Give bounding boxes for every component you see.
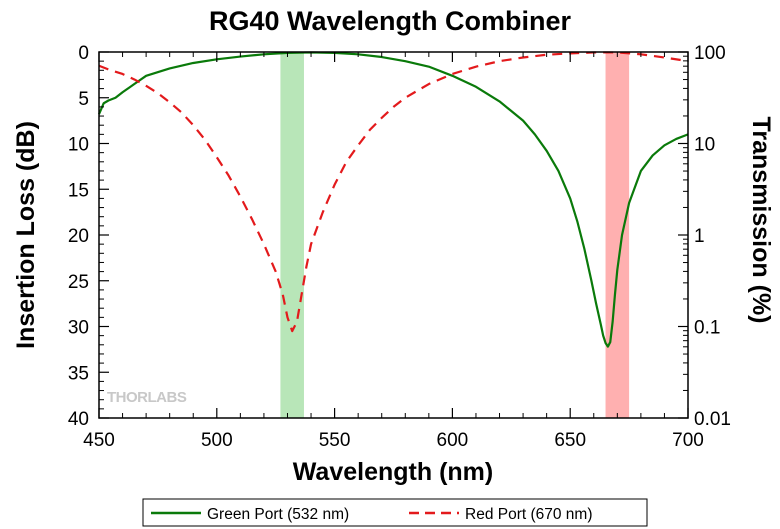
y2-tick-label: 0.01: [694, 409, 731, 430]
series-lines: [97, 51, 689, 348]
x-tick-label: 450: [83, 430, 115, 451]
series-line-red-port: [98, 51, 689, 333]
y2-tick-label: 100: [694, 43, 726, 64]
y-tick-label: 0: [78, 43, 89, 64]
y-tick-label: 5: [78, 89, 89, 110]
legend-label-green-port: Green Port (532 nm): [207, 506, 349, 523]
thorlabs-watermark: THORLABS: [107, 389, 187, 406]
chart-title: RG40 Wavelength Combiner: [209, 6, 572, 36]
x-tick-label: 650: [554, 430, 586, 451]
legend-box: [142, 498, 648, 527]
y-tick-label: 15: [68, 180, 89, 201]
legend: Green Port (532 nm) Red Port (670 nm): [142, 498, 648, 527]
y2-tick-label: 1: [694, 226, 705, 247]
y2-tick-label: 0.1: [694, 318, 720, 339]
y-tick-label: 35: [68, 363, 89, 384]
y-tick-label: 20: [68, 226, 89, 247]
y2-tick-label: 10: [694, 135, 715, 156]
x-tick-label: 600: [437, 430, 469, 451]
x-tick-label: 700: [672, 430, 704, 451]
y-tick-label: 25: [68, 272, 89, 293]
axis-ticks: 450 500 550 600 650 700 0 5 10 15 20 25 30 35 40 100 10 1…: [68, 43, 731, 451]
y2-axis-title: Transmission (%): [747, 117, 775, 324]
x-axis-title: Wavelength (nm): [293, 458, 493, 486]
y-tick-label: 10: [68, 135, 89, 156]
highlight-band-red: [605, 52, 630, 418]
y-tick-label: 30: [68, 318, 89, 339]
x-tick-label: 550: [319, 430, 351, 451]
series-line-green-port: [97, 51, 689, 348]
highlight-band-green: [280, 52, 304, 418]
y-axis-title: Insertion Loss (dB): [12, 121, 40, 349]
highlight-bands: [280, 52, 630, 418]
y-tick-label: 40: [68, 409, 89, 430]
legend-label-red-port: Red Port (670 nm): [465, 506, 593, 523]
x-tick-label: 500: [201, 430, 233, 451]
